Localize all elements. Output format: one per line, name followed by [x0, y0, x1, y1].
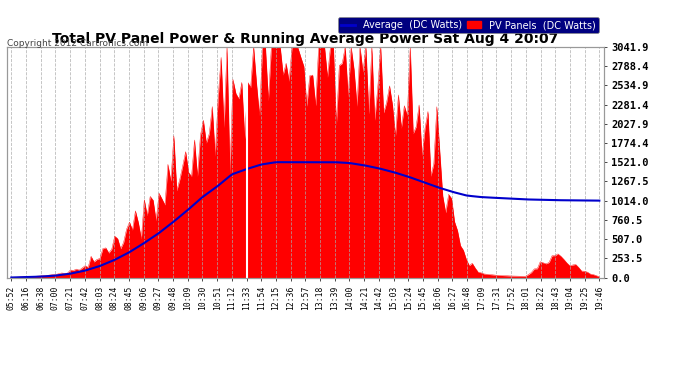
- Title: Total PV Panel Power & Running Average Power Sat Aug 4 20:07: Total PV Panel Power & Running Average P…: [52, 32, 558, 46]
- Text: Copyright 2012 Cartronics.com: Copyright 2012 Cartronics.com: [7, 39, 148, 48]
- Legend: Average  (DC Watts), PV Panels  (DC Watts): Average (DC Watts), PV Panels (DC Watts): [337, 17, 599, 33]
